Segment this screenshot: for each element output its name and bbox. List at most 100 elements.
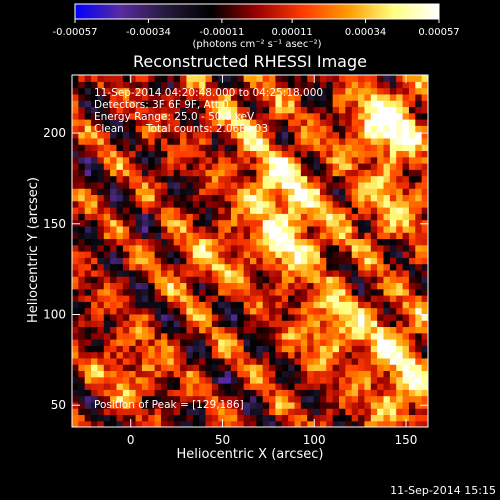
heatmap-cell	[326, 313, 334, 321]
heatmap-cell	[250, 232, 257, 240]
heatmap-cell	[135, 383, 143, 390]
heatmap-cell	[218, 75, 226, 82]
heatmap-cell	[396, 75, 404, 82]
heatmap-cell	[358, 207, 366, 214]
heatmap-cell	[351, 100, 359, 108]
heatmap-cell	[339, 244, 346, 252]
heatmap-cell	[345, 339, 353, 346]
heatmap-cell	[256, 93, 264, 101]
heatmap-cell	[148, 200, 156, 208]
heatmap-cell	[332, 251, 340, 258]
heatmap-cell	[84, 301, 92, 309]
heatmap-cell	[402, 251, 410, 258]
heatmap-cell	[148, 144, 156, 152]
heatmap-cell	[211, 420, 219, 427]
heatmap-cell	[103, 207, 111, 214]
heatmap-cell	[383, 100, 391, 108]
heatmap-cell	[84, 269, 92, 277]
heatmap-cell	[332, 376, 340, 384]
heatmap-cell	[408, 345, 416, 353]
heatmap-cell	[402, 257, 410, 265]
heatmap-cell	[339, 100, 346, 108]
heatmap-cell	[180, 257, 188, 265]
heatmap-cell	[408, 137, 416, 145]
heatmap-cell	[256, 257, 264, 265]
heatmap-cell	[281, 364, 289, 372]
heatmap-cell	[173, 269, 181, 277]
heatmap-cell	[396, 156, 404, 164]
heatmap-cell	[332, 93, 340, 101]
heatmap-cell	[389, 200, 397, 208]
heatmap-cell	[262, 395, 270, 403]
heatmap-cell	[110, 137, 118, 145]
heatmap-cell	[103, 383, 111, 390]
heatmap-cell	[408, 389, 416, 397]
heatmap-cell	[224, 313, 232, 321]
heatmap-cell	[332, 144, 340, 152]
heatmap-cell	[211, 87, 219, 95]
heatmap-cell	[300, 389, 308, 397]
heatmap-cell	[78, 395, 86, 403]
heatmap-cell	[383, 75, 391, 82]
heatmap-cell	[281, 181, 289, 189]
heatmap-cell	[78, 119, 86, 126]
heatmap-cell	[364, 288, 372, 296]
heatmap-cell	[167, 137, 175, 145]
heatmap-cell	[351, 307, 359, 315]
heatmap-cell	[230, 263, 238, 271]
heatmap-cell	[396, 163, 404, 170]
heatmap-cell	[421, 301, 428, 309]
heatmap-cell	[377, 194, 385, 202]
heatmap-cell	[218, 420, 226, 427]
heatmap-cell	[103, 131, 111, 139]
heatmap-cell	[84, 251, 92, 258]
heatmap-cell	[332, 207, 340, 214]
heatmap-cell	[402, 225, 410, 233]
heatmap-cell	[332, 313, 340, 321]
heatmap-cell	[339, 219, 346, 227]
heatmap-cell	[135, 288, 143, 296]
heatmap-cell	[313, 81, 321, 89]
heatmap-cell	[186, 257, 194, 265]
heatmap-cell	[161, 269, 168, 277]
heatmap-cell	[205, 238, 213, 246]
heatmap-cell	[186, 244, 194, 252]
heatmap-cell	[370, 93, 378, 101]
heatmap-cell	[161, 301, 168, 309]
heatmap-cell	[110, 156, 118, 164]
heatmap-cell	[345, 395, 353, 403]
heatmap-cell	[78, 257, 86, 265]
heatmap-cell	[389, 219, 397, 227]
heatmap-cell	[402, 144, 410, 152]
heatmap-cell	[205, 150, 213, 158]
heatmap-cell	[351, 345, 359, 353]
heatmap-cell	[275, 175, 283, 183]
heatmap-cell	[415, 150, 423, 158]
heatmap-cell	[72, 200, 79, 208]
heatmap-cell	[415, 332, 423, 340]
heatmap-cell	[129, 320, 137, 328]
heatmap-cell	[262, 163, 270, 170]
heatmap-cell	[148, 87, 156, 95]
heatmap-cell	[167, 156, 175, 164]
heatmap-cell	[269, 225, 277, 233]
heatmap-cell	[262, 112, 270, 120]
heatmap-cell	[224, 345, 232, 353]
heatmap-cell	[78, 112, 86, 120]
heatmap-cell	[224, 207, 232, 214]
heatmap-cell	[389, 125, 397, 133]
heatmap-cell	[230, 244, 238, 252]
heatmap-cell	[389, 357, 397, 365]
heatmap-cell	[103, 351, 111, 359]
heatmap-cell	[383, 313, 391, 321]
heatmap-cell	[129, 401, 137, 409]
heatmap-cell	[288, 257, 296, 265]
heatmap-cell	[294, 345, 302, 353]
heatmap-cell	[129, 414, 137, 422]
heatmap-cell	[243, 364, 251, 372]
heatmap-cell	[186, 163, 194, 170]
heatmap-cell	[199, 332, 207, 340]
heatmap-cell	[256, 163, 264, 170]
heatmap-cell	[103, 200, 111, 208]
heatmap-cell	[351, 106, 359, 114]
